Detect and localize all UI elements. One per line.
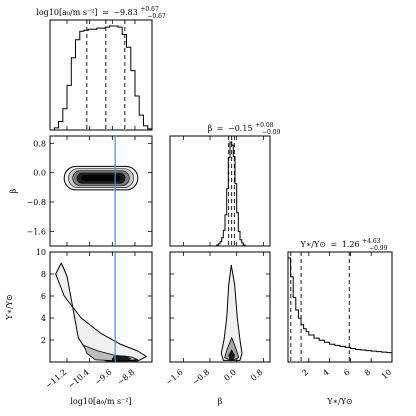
ylabel-upsilon: Υ∗/Υ⊙ [5, 294, 14, 320]
ytick-label-upsilon-3: 8 [41, 270, 46, 279]
title-a0: log10[a₀/m s⁻²] = −9.83 +0.67 −0.67 [36, 4, 166, 20]
title-beta-label: β [208, 124, 213, 133]
title-upsilon-minus: −0.99 [369, 245, 388, 252]
ytick-label-beta-0: −1.6 [27, 227, 46, 236]
ytick-label-upsilon-0: 2 [41, 336, 46, 345]
ytick-label-upsilon-2: 6 [41, 292, 46, 301]
contour-beta-upsilon-core [228, 349, 236, 361]
xtick-label-beta-2: 0.0 [222, 368, 238, 383]
title-beta-value: −0.15 [228, 124, 253, 133]
xlabel-upsilon: Υ∗/Υ⊙ [326, 397, 352, 406]
xtick-label-a0-1: −10.4 [66, 368, 91, 391]
xtick-label-a0-3: −8.8 [116, 368, 137, 387]
ytick-label-beta-2: 0.0 [33, 169, 46, 178]
title-upsilon-label: Υ∗/Υ⊙ [300, 240, 326, 249]
xtick-label-beta-3: 0.8 [249, 368, 265, 383]
panel-a0-upsilon [49, 251, 153, 363]
xtick-label-upsilon-0: 2 [300, 368, 310, 378]
title-beta-plus: +0.08 [255, 122, 274, 129]
xlabel-a0: log10[a₀/m s⁻²] [70, 397, 131, 406]
contour-layer [55, 165, 243, 362]
ytick-label-beta-1: −0.8 [27, 198, 46, 207]
title-upsilon-value: 1.26 [342, 240, 360, 249]
ylabel-beta: β [9, 188, 18, 193]
title-a0-label: log10[a₀/m s⁻²] [36, 8, 97, 17]
ytick-label-upsilon-4: 10 [36, 248, 46, 257]
title-beta: β = −0.15 +0.08 −0.09 [208, 120, 281, 136]
xtick-label-upsilon-3: 8 [363, 368, 373, 378]
histogram-beta [216, 141, 247, 247]
title-upsilon: Υ∗/Υ⊙ = 1.26 +4.63 −0.99 [300, 236, 388, 252]
ytick-label-upsilon-1: 4 [41, 314, 46, 323]
histogram-a0 [50, 25, 153, 131]
xtick-label-upsilon-4: 10 [380, 368, 394, 381]
panel-a0-beta [49, 135, 153, 247]
xtick-label-upsilon-1: 4 [321, 368, 331, 378]
title-upsilon-plus: +4.63 [362, 238, 381, 245]
panel-beta-upsilon [169, 251, 271, 363]
histogram-upsilon [287, 257, 393, 362]
xlabel-beta: β [218, 397, 223, 406]
xtick-label-beta-1: −0.8 [191, 368, 212, 387]
xtick-label-a0-2: −9.6 [93, 368, 114, 387]
title-a0-plus: +0.67 [140, 6, 159, 13]
quantile-line-layer [86, 20, 350, 362]
title-beta-minus: −0.09 [262, 129, 281, 136]
panel-hist-a0 [49, 19, 153, 131]
contour-beta-upsilon-inner [224, 336, 240, 362]
panel-hist-beta [169, 135, 271, 247]
xtick-label-a0-0: −11.2 [44, 368, 69, 391]
xtick-label-beta-0: −1.6 [164, 368, 185, 387]
xtick-label-upsilon-2: 6 [342, 368, 352, 378]
contours-a0-upsilon [55, 262, 147, 362]
contour-a0-beta-core [81, 175, 121, 182]
title-a0-value: −9.83 [113, 8, 138, 17]
histogram-layer [50, 25, 393, 362]
ytick-label-beta-3: 0.8 [33, 139, 46, 148]
title-a0-minus: −0.67 [147, 13, 166, 20]
contour-a0-upsilon-outer [55, 262, 147, 362]
contours-beta-upsilon [220, 264, 243, 362]
